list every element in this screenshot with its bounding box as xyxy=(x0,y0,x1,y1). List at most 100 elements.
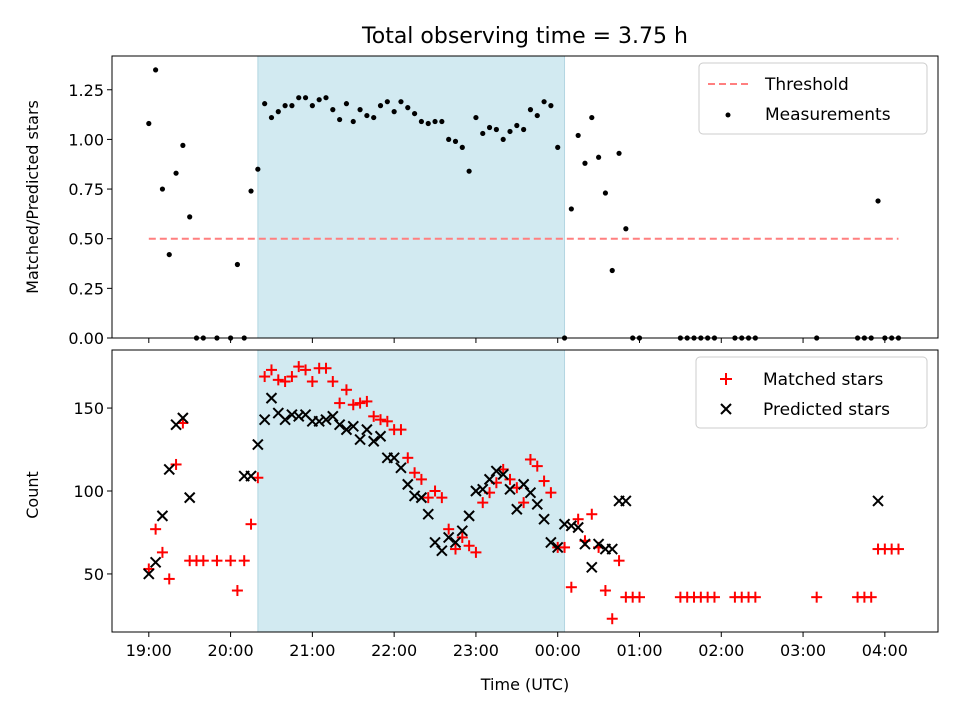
matched-point xyxy=(347,399,359,411)
predicted-point xyxy=(442,531,455,544)
measurement-point xyxy=(425,120,431,127)
matched-point xyxy=(156,546,168,558)
matched-point xyxy=(586,508,598,520)
measurement-point xyxy=(364,112,370,119)
matched-point xyxy=(170,458,182,470)
predicted-point xyxy=(592,538,605,550)
matched-point xyxy=(892,543,904,555)
measurements-legend-label: Measurements xyxy=(765,105,891,125)
matched-point xyxy=(225,555,237,567)
predicted-point xyxy=(177,412,189,424)
measurement-point xyxy=(275,109,281,115)
predicted-point xyxy=(531,498,543,510)
measurement-point xyxy=(173,170,179,176)
predicted-point xyxy=(436,545,448,557)
measurement-point xyxy=(398,99,404,105)
matched-point xyxy=(749,591,761,603)
matched-point xyxy=(572,513,584,525)
predicted-point xyxy=(408,490,421,502)
measurement-point xyxy=(391,109,397,115)
measurement-point xyxy=(337,116,343,123)
measurement-point xyxy=(534,112,540,119)
x-tick-label: 21:00 xyxy=(289,641,335,660)
top-observing-span xyxy=(257,55,566,339)
predicted-point xyxy=(483,473,496,486)
measurement-point xyxy=(616,150,622,156)
matched-point xyxy=(286,371,298,383)
matched-point xyxy=(449,543,461,555)
matched-point xyxy=(613,555,625,567)
y-tick-label: 0.50 xyxy=(68,230,104,249)
predicted-point xyxy=(265,392,278,404)
matched-point xyxy=(306,376,318,388)
predicted-point xyxy=(470,485,482,497)
matched-point xyxy=(381,415,393,427)
predicted-point xyxy=(327,410,339,423)
predicted-legend-label: Predicted stars xyxy=(763,400,890,420)
matched-point xyxy=(504,473,516,485)
predicted-point xyxy=(340,423,353,436)
measurement-point xyxy=(459,144,465,150)
bottom-y-axis-label: Count xyxy=(23,471,42,519)
measurement-point xyxy=(875,198,881,204)
matched-point xyxy=(340,384,352,396)
matched-point xyxy=(395,424,407,436)
predicted-point xyxy=(245,470,257,482)
predicted-point xyxy=(183,491,196,504)
measurement-point xyxy=(541,99,547,105)
measurements-legend-swatch xyxy=(725,112,731,118)
measurement-point xyxy=(146,120,152,127)
matched-point xyxy=(811,591,823,603)
y-tick-label: 50 xyxy=(84,565,104,584)
measurement-point xyxy=(371,114,377,121)
x-tick-label: 22:00 xyxy=(371,641,417,660)
measurement-point xyxy=(418,118,425,125)
predicted-point xyxy=(347,420,359,433)
measurement-point xyxy=(500,136,506,143)
y-tick-label: 150 xyxy=(73,399,104,418)
predicted-point xyxy=(320,413,332,426)
predicted-point xyxy=(422,508,434,520)
predicted-point xyxy=(463,510,475,522)
measurement-point xyxy=(234,261,240,268)
predicted-point xyxy=(252,438,264,451)
matched-point xyxy=(252,472,264,484)
matched-point xyxy=(443,523,455,535)
matched-point xyxy=(320,362,332,374)
predicted-point xyxy=(490,465,503,477)
predicted-point xyxy=(572,521,584,534)
measurement-point xyxy=(473,114,479,121)
predicted-point xyxy=(156,510,169,522)
predicted-point xyxy=(538,513,550,525)
predicted-point xyxy=(402,478,414,491)
predicted-point xyxy=(163,463,175,476)
predicted-point xyxy=(354,433,366,446)
measurement-point xyxy=(262,101,268,107)
matched-point xyxy=(245,518,257,530)
measurement-point xyxy=(521,126,527,133)
measurement-point xyxy=(180,142,186,148)
matched-point xyxy=(368,410,380,422)
measurement-point xyxy=(302,95,309,101)
top-axes-frame xyxy=(111,55,939,339)
x-tick-label: 04:00 xyxy=(862,641,908,660)
predicted-point xyxy=(545,536,557,549)
measurement-point xyxy=(589,114,595,121)
x-tick-label: 19:00 xyxy=(126,641,172,660)
y-tick-label: 1.00 xyxy=(68,130,104,149)
measurement-point xyxy=(377,103,384,109)
measurement-point xyxy=(309,103,315,109)
predicted-point xyxy=(388,452,400,464)
measurement-point xyxy=(602,190,609,196)
measurement-point xyxy=(296,95,302,101)
matched-point xyxy=(470,546,482,558)
matched-point xyxy=(531,460,543,472)
predicted-point xyxy=(361,423,373,436)
x-tick-label: 02:00 xyxy=(698,641,744,660)
x-tick-label: 00:00 xyxy=(535,641,581,660)
measurement-point xyxy=(514,122,520,129)
matched-point xyxy=(402,452,414,464)
predicted-point xyxy=(524,486,537,499)
predicted-point xyxy=(313,415,325,428)
